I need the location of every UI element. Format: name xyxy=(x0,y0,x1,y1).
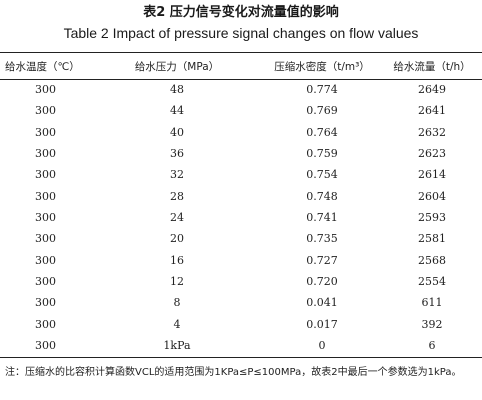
table-row: 300 24 0.741 2593 xyxy=(0,207,482,228)
header-feedwater-temperature: 给水温度（℃） xyxy=(5,60,80,73)
cell-density: 0.741 xyxy=(306,211,338,225)
cell-temperature: 300 xyxy=(35,104,56,118)
cell-flow: 2641 xyxy=(418,104,446,118)
cell-flow: 6 xyxy=(428,339,436,353)
cell-density: 0.759 xyxy=(306,147,338,161)
cell-density: 0.727 xyxy=(306,253,338,267)
cell-pressure: 20 xyxy=(170,232,184,246)
cell-flow: 2632 xyxy=(418,125,446,139)
cell-pressure: 4 xyxy=(173,317,181,331)
cell-temperature: 300 xyxy=(35,232,56,246)
table-top-rule xyxy=(0,52,482,54)
cell-flow: 611 xyxy=(421,296,443,310)
table-header-rule xyxy=(0,79,482,80)
cell-density: 0.041 xyxy=(306,296,338,310)
header-feedwater-pressure: 给水压力（MPa） xyxy=(134,60,220,73)
cell-pressure: 16 xyxy=(170,253,184,267)
cell-density: 0.774 xyxy=(306,83,338,97)
cell-flow: 2649 xyxy=(418,83,446,97)
cell-flow: 2581 xyxy=(418,232,446,246)
table-caption-english: Table 2 Impact of pressure signal change… xyxy=(63,25,419,41)
table-row: 300 4 0.017 392 xyxy=(0,314,482,335)
table-row: 300 40 0.764 2632 xyxy=(0,122,482,143)
cell-temperature: 300 xyxy=(35,275,56,289)
table-row: 300 8 0.041 611 xyxy=(0,292,482,313)
cell-temperature: 300 xyxy=(35,125,56,139)
table-row: 300 16 0.727 2568 xyxy=(0,250,482,271)
table-body: 300 48 0.774 2649 300 44 0.769 2641 300 40 0.764 26… xyxy=(0,79,482,356)
cell-pressure: 44 xyxy=(170,104,184,118)
cell-flow: 2604 xyxy=(418,189,446,203)
cell-density: 0.735 xyxy=(306,232,338,246)
cell-pressure: 24 xyxy=(170,211,184,225)
cell-flow: 392 xyxy=(421,317,443,331)
cell-pressure: 40 xyxy=(170,125,184,139)
cell-pressure: 48 xyxy=(170,83,184,97)
cell-temperature: 300 xyxy=(35,168,56,182)
header-compressed-water-density: 压缩水密度（t/m³） xyxy=(274,60,370,73)
cell-pressure: 36 xyxy=(170,147,184,161)
table-row: 300 32 0.754 2614 xyxy=(0,164,482,185)
table-row: 300 28 0.748 2604 xyxy=(0,186,482,207)
table-row: 300 44 0.769 2641 xyxy=(0,100,482,121)
table-row: 300 36 0.759 2623 xyxy=(0,143,482,164)
cell-temperature: 300 xyxy=(35,83,56,97)
cell-density: 0.754 xyxy=(306,168,338,182)
cell-flow: 2623 xyxy=(418,147,446,161)
cell-flow: 2554 xyxy=(418,275,446,289)
header-feedwater-flow: 给水流量（t/h） xyxy=(393,60,471,73)
cell-density: 0.748 xyxy=(306,189,338,203)
cell-temperature: 300 xyxy=(35,317,56,331)
cell-pressure: 1kPa xyxy=(163,339,191,353)
cell-flow: 2614 xyxy=(418,168,446,182)
cell-temperature: 300 xyxy=(35,211,56,225)
cell-density: 0.764 xyxy=(306,125,338,139)
table-row: 300 48 0.774 2649 xyxy=(0,79,482,100)
cell-temperature: 300 xyxy=(35,296,56,310)
table-bottom-rule xyxy=(0,357,482,359)
cell-pressure: 8 xyxy=(173,296,181,310)
cell-pressure: 28 xyxy=(170,189,184,203)
table-row: 300 12 0.720 2554 xyxy=(0,271,482,292)
cell-temperature: 300 xyxy=(35,339,56,353)
table-header-row: 给水温度（℃） 给水压力（MPa） 压缩水密度（t/m³） 给水流量（t/h） xyxy=(0,53,482,79)
table-row: 300 1kPa 0 6 xyxy=(0,335,482,356)
table-row: 300 20 0.735 2581 xyxy=(0,228,482,249)
cell-temperature: 300 xyxy=(35,189,56,203)
cell-flow: 2593 xyxy=(418,211,446,225)
cell-pressure: 12 xyxy=(170,275,184,289)
data-table: 给水温度（℃） 给水压力（MPa） 压缩水密度（t/m³） 给水流量（t/h） … xyxy=(0,53,482,356)
cell-flow: 2568 xyxy=(418,253,446,267)
cell-density: 0 xyxy=(318,339,326,353)
cell-pressure: 32 xyxy=(170,168,184,182)
table-footnote: 注：压缩水的比容积计算函数VCL的适用范围为1KPa≤P≤100MPa，故表2中… xyxy=(5,367,462,378)
cell-density: 0.720 xyxy=(306,275,338,289)
table-caption-chinese: 表2 压力信号变化对流量值的影响 xyxy=(143,5,339,20)
cell-density: 0.769 xyxy=(306,104,338,118)
cell-density: 0.017 xyxy=(306,317,338,331)
cell-temperature: 300 xyxy=(35,147,56,161)
cell-temperature: 300 xyxy=(35,253,56,267)
